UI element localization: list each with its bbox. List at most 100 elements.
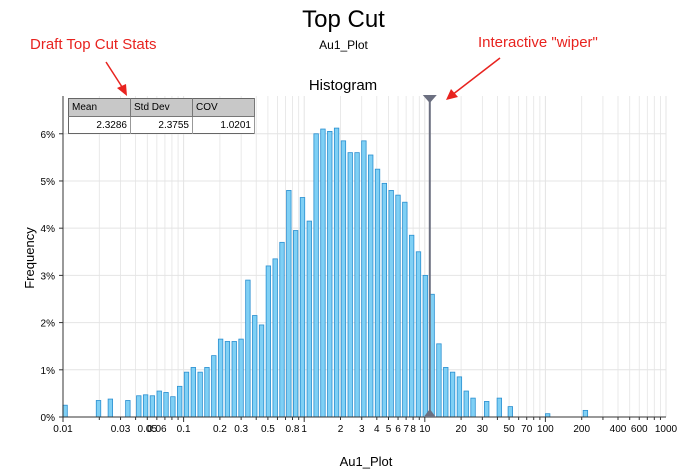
histogram-bar: [265, 265, 272, 418]
histogram-bar: [197, 371, 203, 418]
stats-header-mean: Mean: [68, 98, 131, 117]
x-tick-label: 600: [631, 424, 648, 435]
wiper-top-handle: [422, 95, 437, 103]
histogram-bar: [449, 371, 456, 418]
y-tick-label: 4%: [41, 224, 56, 235]
stats-header-cov: COV: [192, 98, 255, 117]
histogram-bar: [347, 152, 353, 418]
histogram-bar: [395, 194, 401, 418]
histogram-bar: [211, 355, 217, 418]
histogram-bar: [142, 394, 149, 418]
x-tick-label: 0.8: [286, 424, 300, 435]
histogram-bar: [582, 409, 589, 418]
wiper-arrow-line: [451, 57, 501, 96]
histogram-bar: [224, 341, 231, 418]
histogram-bar: [95, 400, 102, 418]
y-tick-label: 1%: [41, 366, 56, 377]
y-tick-label: 6%: [41, 130, 56, 141]
histogram-bar: [107, 398, 114, 418]
x-tick-label: 0.05: [138, 424, 158, 435]
y-tick-label: 0%: [41, 413, 56, 424]
stats-arrow-line: [105, 61, 125, 91]
histogram-bar: [163, 392, 169, 418]
x-tick-label: 8: [410, 424, 416, 435]
y-tick-label: 2%: [41, 319, 56, 330]
y-tick-label: 5%: [41, 177, 56, 188]
histogram-bar: [368, 154, 374, 418]
stats-arrow-head: [117, 84, 127, 96]
x-tick-label: 0.5: [261, 424, 275, 435]
histogram-bar: [333, 127, 340, 418]
annotation-arrows: [105, 57, 501, 100]
histogram-bar: [136, 395, 142, 418]
x-axis-label: Au1_Plot: [340, 454, 393, 469]
histogram-bar: [496, 397, 502, 418]
histogram-bar: [279, 241, 285, 418]
histogram-bar: [125, 400, 131, 418]
histogram-title: Histogram: [309, 77, 377, 94]
histogram-bar: [299, 197, 306, 418]
x-tick-label: 1: [301, 424, 307, 435]
x-tick-label: 50: [504, 424, 516, 435]
x-tick-label: 20: [456, 424, 468, 435]
histogram-bar: [231, 341, 237, 418]
x-tick-label: 100: [537, 424, 554, 435]
histogram-bar: [422, 274, 428, 418]
histogram-bar: [156, 390, 162, 418]
stats-value-stddev: 2.3755: [130, 116, 193, 134]
histogram-bar: [286, 190, 292, 418]
wiper[interactable]: [422, 95, 437, 417]
x-tick-label: 400: [610, 424, 627, 435]
stats-annotation: Draft Top Cut Stats: [30, 36, 157, 53]
stats-value-cov: 1.0201: [192, 116, 255, 134]
histogram-bar: [484, 401, 490, 418]
histogram-bar: [456, 376, 463, 418]
histogram-bar: [470, 397, 476, 418]
histogram-bar: [170, 396, 176, 418]
x-tick-label: 0.01: [53, 424, 73, 435]
histogram-bar: [313, 133, 319, 418]
histogram-bar: [374, 168, 381, 418]
stats-value-row: 2.3286 2.3755 1.0201: [68, 116, 255, 134]
axes: 0% 1% 2% 3% 4% 5% 6% 0.01 0.03 0.050.06 0.1 0.2 0.3 0…: [41, 96, 678, 435]
histogram-bar: [293, 230, 299, 418]
chart-title: Top Cut: [302, 6, 385, 33]
x-tick-label: 0.06: [147, 424, 167, 435]
histogram-bar: [183, 371, 190, 418]
histogram-bar: [415, 251, 422, 418]
histogram-bar: [361, 140, 367, 418]
histogram-bar: [381, 182, 387, 418]
x-tick-label: 4: [374, 424, 380, 435]
x-tick-label: 5: [386, 424, 392, 435]
y-tick-label: 3%: [41, 271, 56, 282]
stats-header-row: Mean Std Dev COV: [68, 98, 255, 117]
histogram-bar: [238, 338, 244, 418]
histogram-bar: [204, 367, 210, 418]
x-tick-label: 200: [573, 424, 590, 435]
histogram-bar: [388, 190, 394, 418]
x-tick-label: 0.2: [213, 424, 227, 435]
x-tick-label: 0.03: [111, 424, 131, 435]
histogram-bar: [409, 234, 415, 418]
wiper-annotation: Interactive "wiper": [478, 34, 598, 51]
x-tick-label: 0.3: [234, 424, 248, 435]
histogram-bar: [463, 390, 469, 418]
x-tick-label: 1000: [655, 424, 678, 435]
stats-value-mean: 2.3286: [68, 116, 131, 134]
x-tick-label: 6: [395, 424, 401, 435]
histogram-bar: [443, 367, 449, 418]
x-tick-label: 2: [338, 424, 344, 435]
histogram-bar: [340, 140, 347, 418]
histogram-bar: [258, 324, 265, 418]
chart-subtitle: Au1_Plot: [319, 38, 368, 52]
y-axis-label: Frequency: [22, 227, 37, 289]
histogram-bar: [327, 131, 333, 418]
stats-table: Mean Std Dev COV 2.3286 2.3755 1.0201: [68, 98, 255, 134]
histogram-bar: [245, 279, 251, 418]
histogram-bar: [177, 385, 183, 418]
stats-header-stddev: Std Dev: [130, 98, 193, 117]
histogram-bar: [149, 395, 156, 418]
histogram-bar: [306, 220, 312, 418]
x-tick-label: 30: [477, 424, 489, 435]
histogram-bar: [402, 201, 408, 418]
